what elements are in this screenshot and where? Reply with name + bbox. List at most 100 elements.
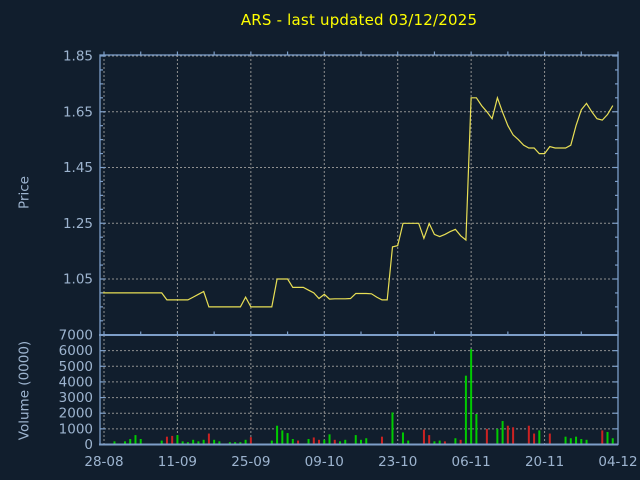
volume-bar (328, 434, 331, 445)
volume-bar (464, 375, 467, 445)
volume-bar (391, 412, 394, 445)
volume-bar (281, 430, 284, 445)
volume-bar (454, 438, 457, 445)
volume-bar (202, 439, 205, 445)
volume-bar (433, 441, 436, 445)
volume-bar (297, 440, 300, 445)
x-tick-label: 20-11 (525, 454, 564, 470)
x-tick-label: 23-10 (378, 454, 417, 470)
price-tick-label: 1.65 (63, 104, 93, 120)
volume-bar (533, 433, 536, 445)
volume-bar (611, 438, 614, 445)
grid-lines (100, 55, 619, 445)
volume-bar (575, 436, 578, 445)
volume-bar (207, 433, 210, 445)
volume-bar (129, 439, 132, 445)
volume-bar (360, 439, 362, 445)
volume-bar (291, 439, 294, 445)
volume-bar (601, 430, 604, 445)
x-tick-label: 04-12 (598, 454, 637, 470)
volume-bar (485, 428, 488, 445)
volume-bar (339, 441, 342, 445)
volume-bar (333, 439, 336, 445)
volume-bar (470, 349, 473, 445)
volume-bar (276, 425, 279, 445)
volume-bars (113, 349, 614, 445)
volume-bar (354, 435, 357, 445)
price-tick-label: 1.05 (63, 272, 93, 288)
volume-bar (181, 441, 184, 445)
volume-tick-label: 4000 (59, 374, 93, 390)
volume-tick-label: 5000 (59, 359, 93, 375)
volume-tick-label: 0 (84, 437, 93, 453)
volume-bar (307, 439, 310, 445)
volume-tick-label: 6000 (59, 343, 93, 359)
volume-bar (197, 441, 200, 445)
volume-tick-label: 7000 (59, 328, 93, 344)
volume-tick-label: 2000 (59, 406, 93, 422)
x-tick-label: 28-08 (84, 454, 123, 470)
volume-bar (192, 439, 195, 445)
volume-bar (428, 435, 431, 445)
axis-ticks (100, 51, 619, 446)
volume-bar (422, 429, 425, 445)
volume-bar (176, 435, 179, 445)
volume-bar (459, 439, 462, 445)
volume-bar (475, 413, 478, 445)
axis-labels: 1.85 1.65 1.45 1.25 1.05 70006000500040003000… (59, 49, 638, 471)
volume-bar (249, 437, 252, 445)
volume-bar (548, 433, 551, 445)
volume-tick-label: 3000 (59, 390, 93, 406)
volume-bar (438, 440, 441, 445)
x-tick-label: 06-11 (452, 454, 491, 470)
volume-bar (512, 427, 515, 445)
price-series-line (100, 95, 614, 308)
volume-bar (213, 439, 216, 445)
volume-bar (501, 421, 504, 445)
volume-bar (312, 437, 315, 445)
volume-bar (380, 436, 383, 445)
volume-bar (239, 442, 242, 445)
volume-bar (123, 441, 126, 445)
volume-bar (134, 435, 137, 445)
volume-bar (538, 430, 541, 445)
price-tick-label: 1.85 (63, 49, 93, 65)
price-line (100, 95, 614, 308)
volume-bar (228, 442, 231, 445)
volume-bar (234, 442, 237, 445)
volume-bar (606, 431, 609, 445)
volume-bar (218, 441, 221, 445)
volume-bar (165, 436, 168, 445)
volume-bar (407, 440, 410, 445)
volume-bar (171, 435, 174, 445)
volume-bar (323, 439, 326, 445)
volume-bar (580, 439, 583, 445)
volume-bar (506, 425, 509, 445)
volume-bar (443, 441, 446, 445)
price-tick-label: 1.45 (63, 160, 93, 176)
volume-bar (286, 433, 289, 445)
axis-frame (99, 54, 619, 446)
volume-bar (270, 440, 273, 445)
volume-bar (496, 428, 499, 445)
volume-bar (344, 439, 347, 445)
volume-bar (401, 432, 404, 445)
volume-bar (365, 438, 368, 445)
x-tick-label: 11-09 (158, 454, 197, 470)
x-tick-label: 09-10 (305, 454, 344, 470)
volume-bar (569, 438, 572, 445)
volume-bar (318, 439, 321, 445)
volume-bar (585, 439, 588, 445)
volume-bar (527, 425, 530, 445)
volume-bar (139, 439, 142, 445)
volume-tick-label: 1000 (59, 421, 93, 437)
volume-bar (113, 441, 116, 445)
x-tick-label: 25-09 (231, 454, 270, 470)
chart-title: ARS - last updated 03/12/2025 (240, 11, 478, 29)
volume-bar (564, 436, 567, 445)
volume-bar (160, 440, 163, 445)
volume-bar (244, 439, 247, 445)
price-tick-label: 1.25 (63, 216, 93, 232)
